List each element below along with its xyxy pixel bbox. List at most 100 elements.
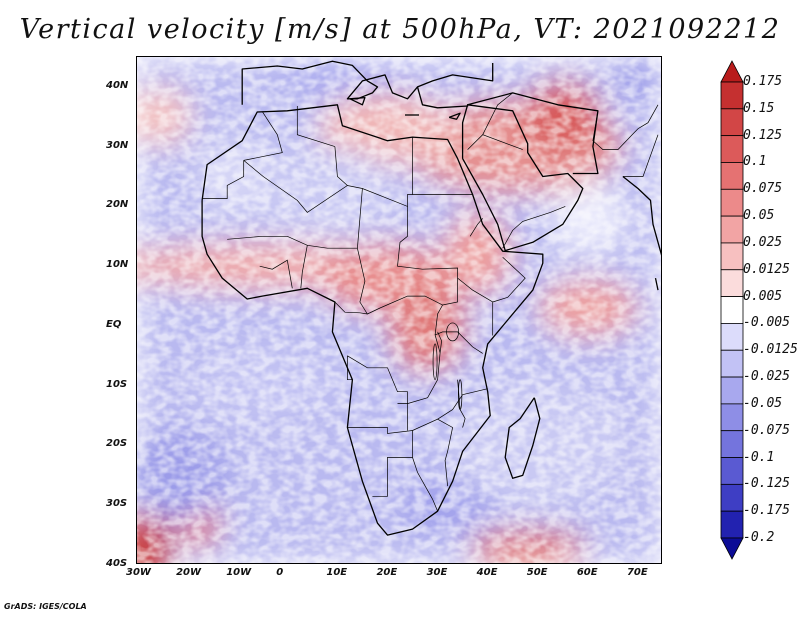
country-border [347, 427, 413, 497]
country-border [457, 379, 466, 428]
colorbar-level-label: 0.175 [743, 74, 783, 89]
lat-tick-label: 40S [106, 558, 128, 569]
coastline-cyprus [448, 112, 461, 120]
country-border [357, 188, 458, 315]
country-borders [202, 92, 659, 512]
colorbar-swatch [720, 135, 744, 163]
colorbar-level-label: 0.1 [743, 154, 767, 170]
colorbar-swatch [720, 349, 744, 378]
coastline-sicily [349, 96, 366, 106]
colorbar-swatch [720, 188, 744, 217]
country-border [437, 388, 488, 420]
country-border [347, 355, 353, 381]
lat-tick-label: 20S [106, 438, 128, 450]
colorbar-level-label: -0.175 [743, 503, 790, 519]
colorbar-swatch [720, 376, 744, 405]
country-border [397, 403, 408, 431]
country-border [482, 92, 513, 135]
colorbar-level-label: -0.1 [743, 449, 775, 465]
country-border [397, 206, 494, 336]
lake-outline [458, 379, 463, 410]
lon-tick-label: 10W [226, 567, 252, 578]
colorbar-swatch [720, 108, 744, 137]
coastline-africa [201, 104, 544, 536]
country-border [637, 104, 659, 130]
country-border [300, 245, 308, 289]
country-border [259, 259, 293, 289]
colorbar-level-label: 0.05 [743, 208, 775, 224]
country-border [412, 418, 453, 487]
country-border [437, 331, 442, 353]
colorbar-top-arrow [720, 60, 744, 83]
country-border [622, 134, 659, 177]
colorbar-swatch [720, 483, 744, 512]
map-svg [137, 57, 661, 563]
colorbar-level-label: -0.025 [743, 369, 790, 385]
colorbar-swatch [720, 269, 744, 297]
lon-tick-label: 20E [376, 567, 398, 578]
country-border [243, 137, 413, 213]
colorbar-level-label: 0.025 [743, 234, 783, 250]
coastline-sriLanka [654, 277, 659, 291]
country-border [202, 160, 245, 199]
lon-tick-label: 50E [526, 567, 548, 578]
country-border [227, 235, 358, 249]
colorbar-swatch [720, 162, 744, 190]
lon-tick-label: 30W [126, 567, 151, 578]
colorbar-level-label: 0.15 [743, 100, 775, 116]
lon-tick-label: 40E [476, 567, 498, 578]
colorbar-level-label: -0.05 [743, 395, 783, 411]
country-border [334, 301, 368, 315]
chart-title: Vertical velocity [m/s] at 500hPa, VT: 2… [19, 14, 781, 45]
lat-tick-label: 10N [106, 259, 129, 271]
lat-tick-label: 20N [106, 199, 129, 211]
colorbar-level-label: -0.075 [743, 422, 790, 438]
colorbar-swatch [720, 457, 744, 485]
country-border [347, 331, 483, 405]
coastline-arabia [461, 104, 584, 252]
colorbar-swatch [720, 323, 744, 351]
colorbar-swatch [720, 430, 744, 458]
lat-tick-label: 10S [106, 378, 128, 390]
footer-credit: GrADS: IGES/COLA [4, 602, 87, 611]
lon-tick-label: 70E [626, 567, 648, 578]
country-border [412, 457, 423, 482]
country-border [469, 218, 483, 237]
colorbar-swatch [720, 215, 744, 244]
colorbar-level-label: -0.2 [743, 530, 775, 545]
coastlines [201, 60, 661, 536]
coastline-india [622, 175, 661, 256]
country-border [492, 256, 526, 303]
coastline-madagascar [504, 397, 541, 479]
colorbar-swatch [720, 242, 744, 271]
lon-tick-label: 20W [176, 567, 202, 578]
colorbar-level-label: 0.005 [743, 288, 783, 304]
country-border [592, 110, 639, 150]
map-plot-area [136, 56, 662, 564]
lake-outline [432, 343, 438, 381]
country-border [243, 111, 283, 161]
lat-tick-label: 30S [106, 498, 128, 510]
texture-overlay [137, 57, 661, 563]
lon-tick-label: 10E [326, 567, 348, 578]
country-border [434, 304, 443, 335]
colorbar [720, 60, 744, 560]
colorbar-level-label: -0.125 [743, 476, 790, 492]
colorbar-level-label: 0.0125 [743, 261, 790, 277]
colorbar-level-label: 0.075 [743, 181, 783, 197]
lat-tick-label: 30N [106, 139, 129, 151]
colorbar-swatch [720, 81, 744, 110]
colorbar-swatch [720, 403, 744, 432]
colorbar-level-label: 0.125 [743, 127, 783, 143]
colorbar-swatch [720, 296, 744, 324]
country-border [422, 481, 438, 512]
lake-outline [446, 322, 459, 342]
colorbar-level-label: -0.0125 [743, 342, 798, 358]
colorbar-level-label: -0.005 [743, 315, 790, 331]
colorbar-swatch [720, 510, 744, 539]
lon-tick-label: 30E [426, 567, 448, 578]
lon-tick-label: 0 [276, 567, 284, 578]
lat-tick-label: 40N [106, 79, 129, 91]
country-border [334, 146, 348, 186]
lat-tick-label: EQ [106, 318, 122, 330]
